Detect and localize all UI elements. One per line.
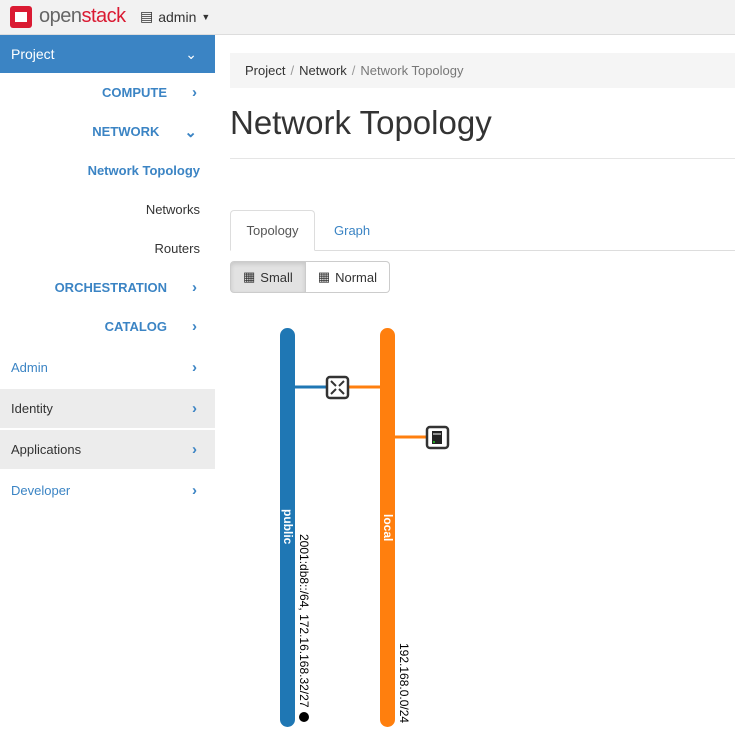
page-title: Network Topology [230, 104, 492, 141]
network-public-subnets: 2001:db8::/64, 172.16.168.32/27 [297, 534, 311, 708]
breadcrumb-project[interactable]: Project [245, 63, 286, 78]
openstack-logo-icon [10, 5, 32, 28]
chevron-right-icon: › [192, 318, 197, 335]
project-icon: ▤ [140, 8, 154, 24]
label: Identity [11, 401, 53, 416]
project-label: admin [158, 8, 197, 25]
grid-large-icon: ▦ [317, 269, 331, 284]
label: NETWORK [92, 124, 160, 139]
label: COMPUTE [102, 85, 167, 100]
sidebar-item-compute[interactable]: COMPUTE › [0, 73, 215, 112]
label: Developer [11, 483, 71, 498]
sidebar-item-network[interactable]: NETWORK ⌄ [0, 112, 215, 151]
chevron-right-icon: › [192, 84, 197, 101]
small-button[interactable]: ▦ Small [230, 261, 306, 293]
sidebar-admin[interactable]: Admin › [0, 348, 215, 387]
sidebar: Project ⌄ COMPUTE › NETWORK ⌄ Network Topol… [0, 35, 215, 510]
sidebar-project[interactable]: Project ⌄ [0, 35, 215, 73]
caret-down-icon: ▼ [201, 11, 211, 22]
brand-suffix: stack [81, 5, 127, 27]
label: Admin [11, 360, 48, 375]
globe-icon [299, 712, 309, 722]
sidebar-item-routers[interactable]: Routers [0, 229, 215, 268]
label: CATALOG [104, 319, 167, 334]
brand-prefix: open [39, 5, 82, 27]
chevron-down-icon: ⌄ [185, 45, 197, 62]
label: Networks [145, 202, 200, 217]
network-local[interactable] [380, 328, 395, 727]
network-public[interactable] [280, 328, 295, 727]
label: Small [260, 269, 293, 285]
divider [230, 158, 735, 159]
chevron-right-icon: › [192, 279, 197, 296]
chevron-right-icon: › [192, 359, 197, 376]
chevron-right-icon: › [192, 482, 197, 499]
grid-small-icon: ▦ [243, 269, 256, 284]
sidebar-item-orchestration[interactable]: ORCHESTRATION › [0, 268, 215, 307]
sidebar-project-label: Project [11, 46, 55, 62]
sidebar-developer[interactable]: Developer › [0, 471, 215, 510]
sidebar-item-catalog[interactable]: CATALOG › [0, 307, 215, 346]
label: Applications [11, 442, 82, 457]
chevron-right-icon: › [192, 400, 197, 417]
normal-button[interactable]: ▦ Normal [305, 261, 391, 293]
network-public-label: public [281, 509, 295, 545]
breadcrumb-network[interactable]: Network [299, 63, 347, 78]
view-size-toggle: ▦ Small ▦ Normal [230, 261, 391, 293]
chevron-right-icon: › [192, 441, 197, 458]
top-navbar: openstack ▤ admin ▼ [0, 0, 735, 35]
label: ORCHESTRATION [54, 280, 167, 295]
tab-topology[interactable]: Topology [230, 210, 315, 251]
tab-graph[interactable]: Graph [334, 223, 371, 238]
label: Normal [335, 269, 378, 285]
router-icon[interactable] [325, 375, 350, 400]
network-local-label: local [381, 514, 395, 541]
sidebar-item-network-topology[interactable]: Network Topology [0, 151, 215, 190]
breadcrumb: Project / Network / Network Topology [230, 53, 735, 88]
network-local-subnets: 192.168.0.0/24 [397, 643, 411, 723]
sidebar-identity[interactable]: Identity › [0, 389, 215, 428]
openstack-logo[interactable]: openstack [10, 5, 126, 28]
sidebar-item-networks[interactable]: Networks [0, 190, 215, 229]
project-dropdown[interactable]: ▤ admin ▼ [140, 8, 210, 25]
tabs: Topology Graph [230, 210, 735, 251]
label: Routers [154, 241, 200, 256]
breadcrumb-current: Network Topology [360, 63, 464, 78]
chevron-down-icon: ⌄ [184, 123, 197, 141]
sidebar-applications[interactable]: Applications › [0, 430, 215, 469]
instance-icon[interactable] [425, 425, 450, 450]
label: Network Topology [87, 163, 200, 178]
